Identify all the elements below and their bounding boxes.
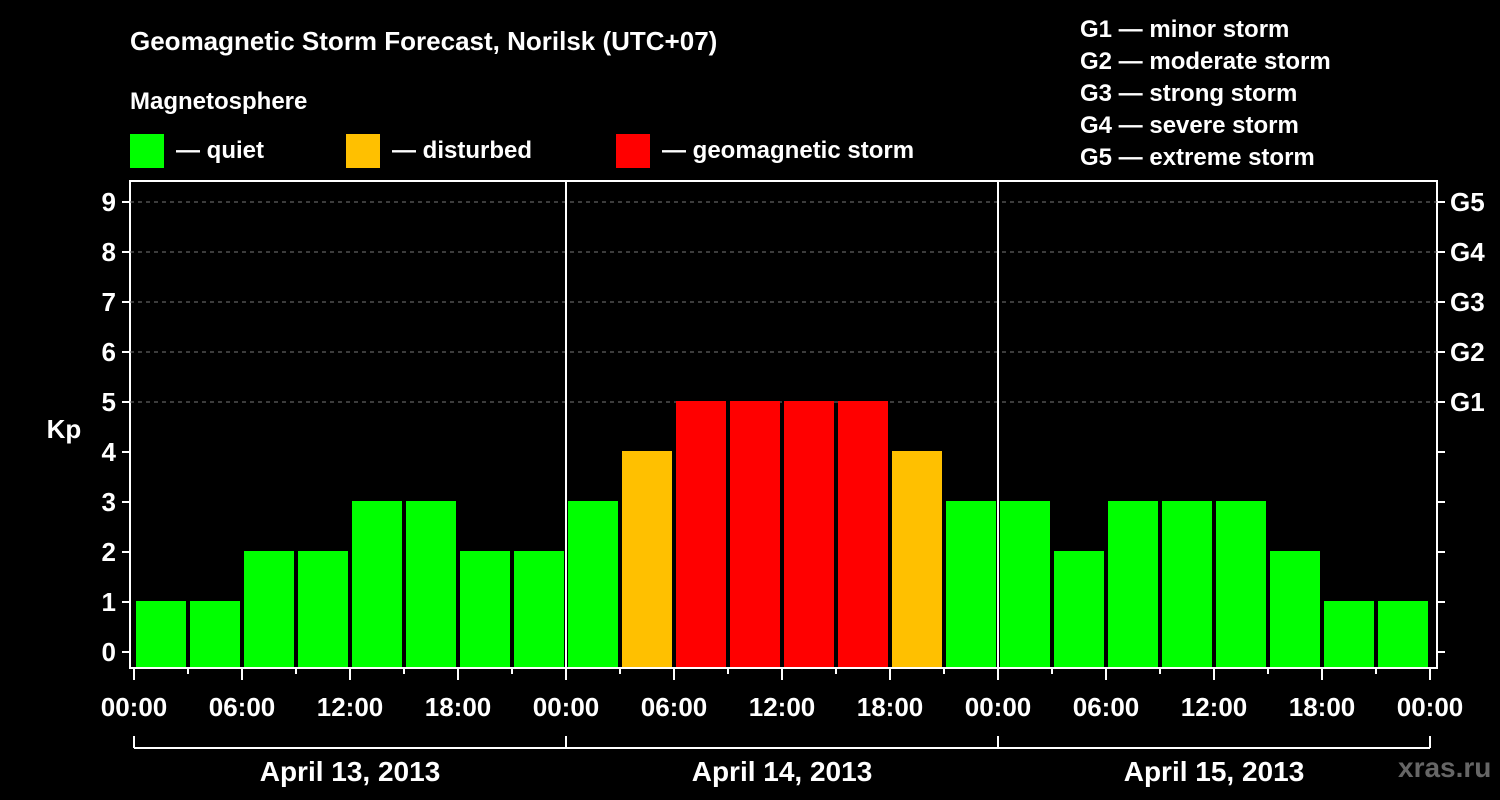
day-label: April 13, 2013 xyxy=(260,756,441,787)
x-tick-label: 12:00 xyxy=(749,692,816,722)
right-axis-label-g2: G2 xyxy=(1450,337,1485,367)
y-tick-label: 1 xyxy=(102,587,116,617)
watermark: xras.ru xyxy=(1398,752,1492,783)
y-tick-label: 5 xyxy=(102,387,116,417)
x-tick-label: 18:00 xyxy=(1289,692,1356,722)
x-tick-label: 18:00 xyxy=(857,692,924,722)
x-tick-label: 00:00 xyxy=(533,692,600,722)
y-axis-label: Kp xyxy=(47,414,82,444)
kp-bar xyxy=(730,401,780,667)
legend-label-disturbed: — disturbed xyxy=(392,137,533,164)
storm-scale-g4: G4 — severe storm xyxy=(1080,112,1299,139)
kp-bar xyxy=(1162,501,1212,667)
kp-bar xyxy=(298,551,348,667)
kp-bar xyxy=(784,401,834,667)
x-tick-label: 06:00 xyxy=(1073,692,1140,722)
storm-scale-g2: G2 — moderate storm xyxy=(1080,48,1331,75)
kp-bar xyxy=(1216,501,1266,667)
kp-bar xyxy=(1270,551,1320,667)
legend-swatch-disturbed xyxy=(346,134,380,168)
kp-bar xyxy=(514,551,564,667)
x-tick-label: 00:00 xyxy=(1397,692,1464,722)
kp-bar xyxy=(622,451,672,667)
legend-item-disturbed: — disturbed xyxy=(346,134,532,168)
y-tick-label: 2 xyxy=(102,537,116,567)
kp-bar xyxy=(1000,501,1050,667)
storm-scale-g1: G1 — minor storm xyxy=(1080,16,1290,43)
y-tick-label: 9 xyxy=(102,187,116,217)
chart-title: Geomagnetic Storm Forecast, Norilsk (UTC… xyxy=(130,26,718,56)
legend-item-storm: — geomagnetic storm xyxy=(616,134,914,168)
x-tick-label: 00:00 xyxy=(101,692,168,722)
legend-heading: Magnetosphere xyxy=(130,88,308,115)
storm-scale-g3: G3 — strong storm xyxy=(1080,80,1298,107)
kp-bar xyxy=(190,601,240,667)
kp-bar xyxy=(838,401,888,667)
y-tick-label: 6 xyxy=(102,337,116,367)
right-axis-label-g1: G1 xyxy=(1450,387,1485,417)
y-tick-label: 7 xyxy=(102,287,116,317)
kp-bar xyxy=(1324,601,1374,667)
kp-bar xyxy=(460,551,510,667)
x-tick-label: 12:00 xyxy=(317,692,384,722)
kp-bar xyxy=(136,601,186,667)
legend-swatch-storm xyxy=(616,134,650,168)
right-axis-label-g5: G5 xyxy=(1450,187,1485,217)
kp-bar xyxy=(1054,551,1104,667)
y-tick-label: 3 xyxy=(102,487,116,517)
kp-bar xyxy=(244,551,294,667)
kp-bar xyxy=(352,501,402,667)
x-tick-label: 06:00 xyxy=(641,692,708,722)
legend-item-quiet: — quiet xyxy=(130,134,264,168)
day-label: April 14, 2013 xyxy=(692,756,873,787)
right-axis-label-g4: G4 xyxy=(1450,237,1485,267)
legend-label-storm: — geomagnetic storm xyxy=(662,137,915,164)
plot-frame xyxy=(129,180,1438,669)
y-tick-label: 0 xyxy=(102,637,116,667)
x-tick-label: 00:00 xyxy=(965,692,1032,722)
y-tick-label: 4 xyxy=(102,437,117,467)
kp-bar xyxy=(892,451,942,667)
x-tick-label: 06:00 xyxy=(209,692,276,722)
kp-bar xyxy=(946,501,996,667)
storm-scale-g5: G5 — extreme storm xyxy=(1080,144,1315,171)
right-axis-label-g3: G3 xyxy=(1450,287,1485,317)
y-tick-label: 8 xyxy=(102,237,116,267)
storm-scale-legend: G1 — minor storm G2 — moderate storm G3 … xyxy=(1080,14,1331,174)
legend-swatch-quiet xyxy=(130,134,164,168)
x-tick-label: 12:00 xyxy=(1181,692,1248,722)
x-tick-label: 18:00 xyxy=(425,692,492,722)
kp-bar xyxy=(406,501,456,667)
kp-bar xyxy=(676,401,726,667)
day-label: April 15, 2013 xyxy=(1124,756,1305,787)
kp-bar xyxy=(1378,601,1428,667)
legend-label-quiet: — quiet xyxy=(176,137,264,164)
kp-bar xyxy=(568,501,618,667)
kp-bar xyxy=(1108,501,1158,667)
